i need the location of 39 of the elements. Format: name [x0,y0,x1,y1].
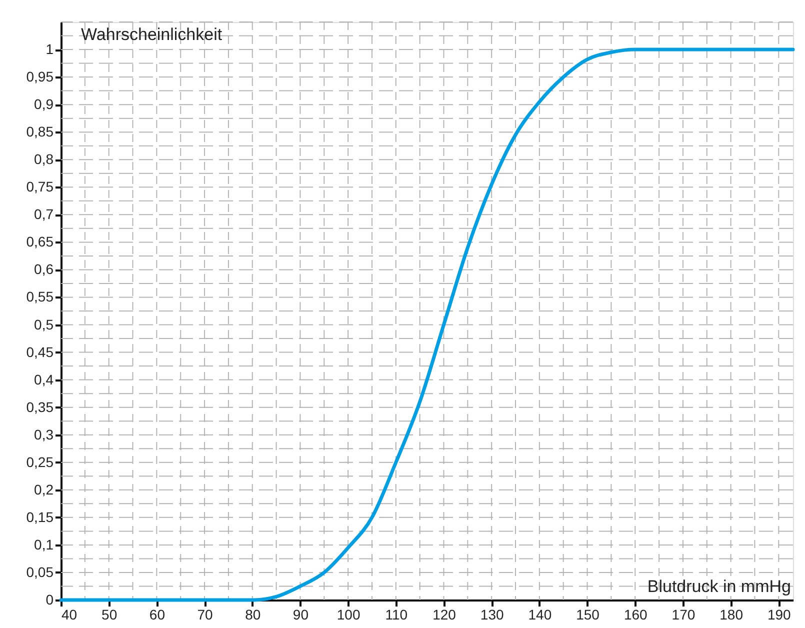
x-tick-label: 60 [149,606,166,622]
y-tick-label: 0,3 [34,426,54,442]
y-tick-label: 0,85 [26,124,54,140]
y-tick-label: 0,55 [26,288,54,305]
y-tick-label: 0,2 [34,481,54,498]
x-tick-label: 50 [102,606,118,622]
y-axis-title: Wahrscheinlichkeit [81,25,222,44]
y-tick-label: 0,9 [34,96,54,112]
x-tick-label: 150 [576,606,600,622]
y-tick-label: 0,35 [26,398,54,415]
x-tick-label: 140 [528,606,552,622]
x-tick-label: 180 [720,606,744,622]
x-tick-label: 130 [480,606,504,622]
y-tick-label: 0,45 [26,344,54,360]
y-tick-label: 0,25 [26,454,54,470]
y-tick-label: 0,5 [34,316,54,332]
x-tick-label: 120 [432,606,456,622]
x-tick-label: 110 [385,606,408,622]
y-tick-label: 0,1 [34,536,54,552]
x-axis-title: Blutdruck in mmHg [647,577,791,596]
y-tick-label: 0,7 [34,206,54,222]
x-tick-label: 40 [62,606,78,622]
x-tick-label: 160 [624,606,648,622]
y-tick-label: 0,8 [34,151,54,168]
y-tick-label: 1 [46,41,54,58]
x-tick-label: 190 [767,606,792,622]
x-tick-label: 170 [672,606,696,622]
y-tick-label: 0,6 [34,261,54,278]
y-tick-label: 0,95 [26,68,54,85]
x-tick-label: 100 [336,606,360,622]
y-tick-label: 0,65 [26,234,54,250]
x-tick-label: 80 [245,606,261,622]
x-tick-label: 90 [292,606,309,622]
y-tick-label: 0,05 [26,564,54,580]
y-tick-label: 0,75 [26,178,54,195]
y-tick-label: 0 [46,592,54,608]
y-tick-label: 0,15 [26,508,54,525]
y-tick-label: 0,4 [34,371,54,388]
x-tick-label: 70 [197,606,214,622]
